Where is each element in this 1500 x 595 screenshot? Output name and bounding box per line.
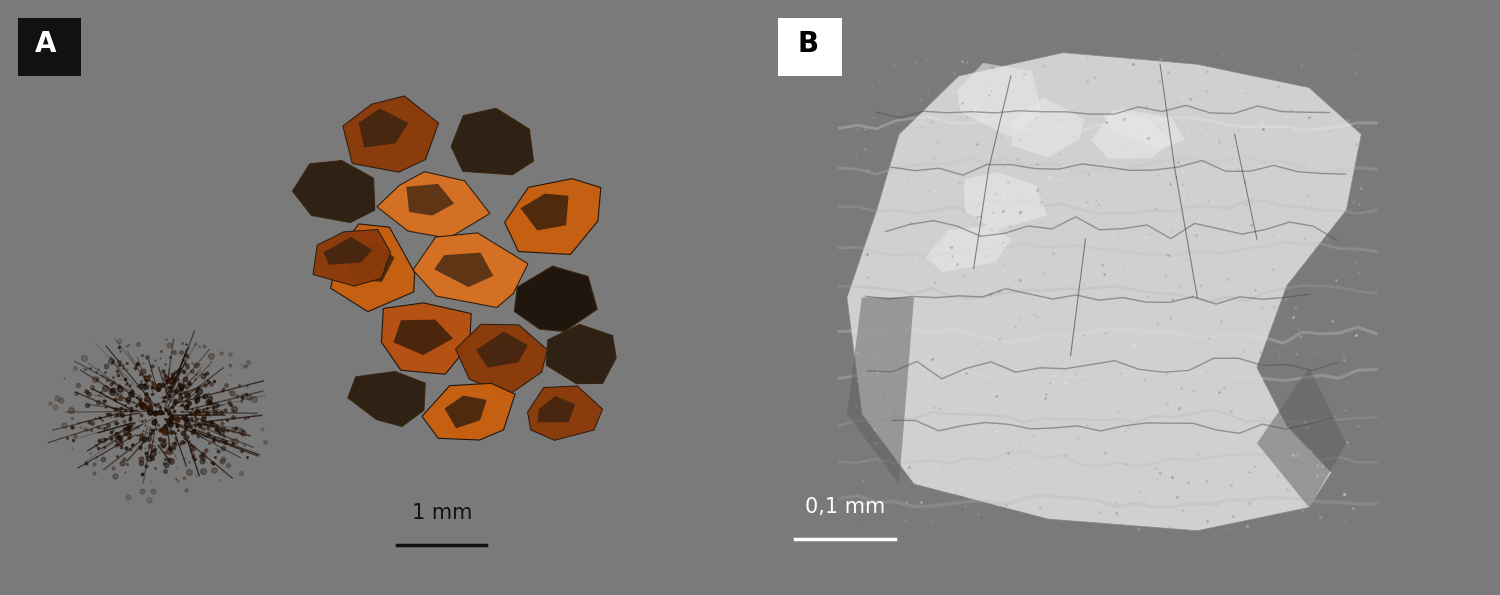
Polygon shape <box>452 108 534 175</box>
Polygon shape <box>456 324 548 396</box>
Polygon shape <box>1104 109 1185 149</box>
Polygon shape <box>376 172 490 239</box>
Polygon shape <box>324 237 372 265</box>
Polygon shape <box>963 172 1047 231</box>
Polygon shape <box>537 396 576 422</box>
FancyBboxPatch shape <box>778 18 842 76</box>
Polygon shape <box>381 303 471 374</box>
Polygon shape <box>546 324 616 384</box>
Text: A: A <box>34 30 56 58</box>
Polygon shape <box>926 226 1011 272</box>
Polygon shape <box>528 386 603 440</box>
Polygon shape <box>413 233 528 308</box>
Polygon shape <box>346 243 394 282</box>
Polygon shape <box>314 230 390 286</box>
FancyBboxPatch shape <box>18 18 81 76</box>
Polygon shape <box>348 371 424 427</box>
Polygon shape <box>1011 98 1084 158</box>
Polygon shape <box>406 184 454 215</box>
Polygon shape <box>520 193 568 230</box>
Polygon shape <box>957 63 1041 137</box>
Text: 0,1 mm: 0,1 mm <box>806 497 885 517</box>
Text: B: B <box>798 30 819 58</box>
Text: 1 mm: 1 mm <box>411 503 472 523</box>
Polygon shape <box>444 396 486 428</box>
Polygon shape <box>1257 368 1347 508</box>
Polygon shape <box>344 96 438 172</box>
Polygon shape <box>422 383 514 440</box>
Polygon shape <box>514 266 597 331</box>
Polygon shape <box>847 52 1362 531</box>
Polygon shape <box>847 298 914 484</box>
Polygon shape <box>433 253 494 287</box>
Polygon shape <box>393 320 453 355</box>
Polygon shape <box>476 331 528 368</box>
Polygon shape <box>292 161 375 223</box>
Polygon shape <box>1090 110 1172 158</box>
Polygon shape <box>358 108 408 148</box>
Polygon shape <box>504 178 602 255</box>
Polygon shape <box>330 224 414 312</box>
